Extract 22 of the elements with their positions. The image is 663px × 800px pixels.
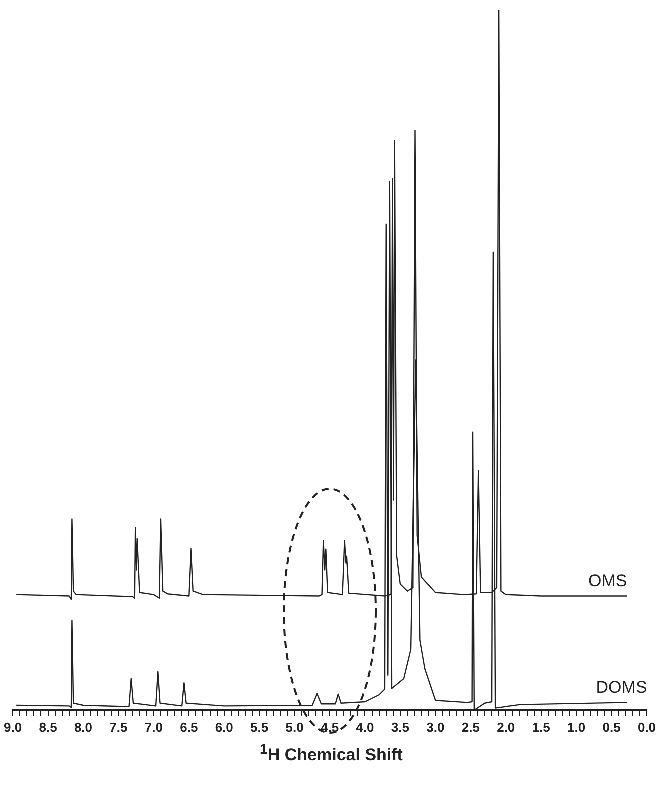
x-tick-label: 7.5	[110, 720, 128, 735]
x-tick-label: 3.0	[426, 720, 445, 735]
x-tick-label: 9.0	[4, 720, 22, 735]
x-tick-label: 4.0	[356, 720, 374, 735]
x-tick-label: 2.0	[497, 720, 516, 735]
x-tick-label: 5.0	[286, 720, 304, 735]
series-label: OMS	[588, 571, 628, 590]
x-tick-label: 5.5	[250, 720, 269, 735]
x-tick-label: 0.0	[638, 720, 656, 735]
x-axis-title: $^{1}$H Chemical Shift	[259, 742, 404, 766]
x-tick-label: 8.5	[39, 720, 58, 735]
x-tick-label: 7.0	[144, 720, 163, 735]
x-tick-label: 8.0	[74, 720, 93, 735]
x-tick-label: 2.5	[462, 720, 480, 735]
x-tick-label: 6.0	[215, 720, 234, 735]
series-label: DOMS	[596, 678, 648, 697]
x-tick-label: 1.5	[532, 720, 550, 735]
x-tick-label: 1.0	[568, 720, 586, 735]
x-tick-label: 3.5	[391, 720, 410, 735]
x-tick-label: 4.5	[320, 720, 340, 735]
x-tick-label: 6.5	[180, 720, 198, 735]
x-tick-label: 0.5	[602, 720, 621, 735]
